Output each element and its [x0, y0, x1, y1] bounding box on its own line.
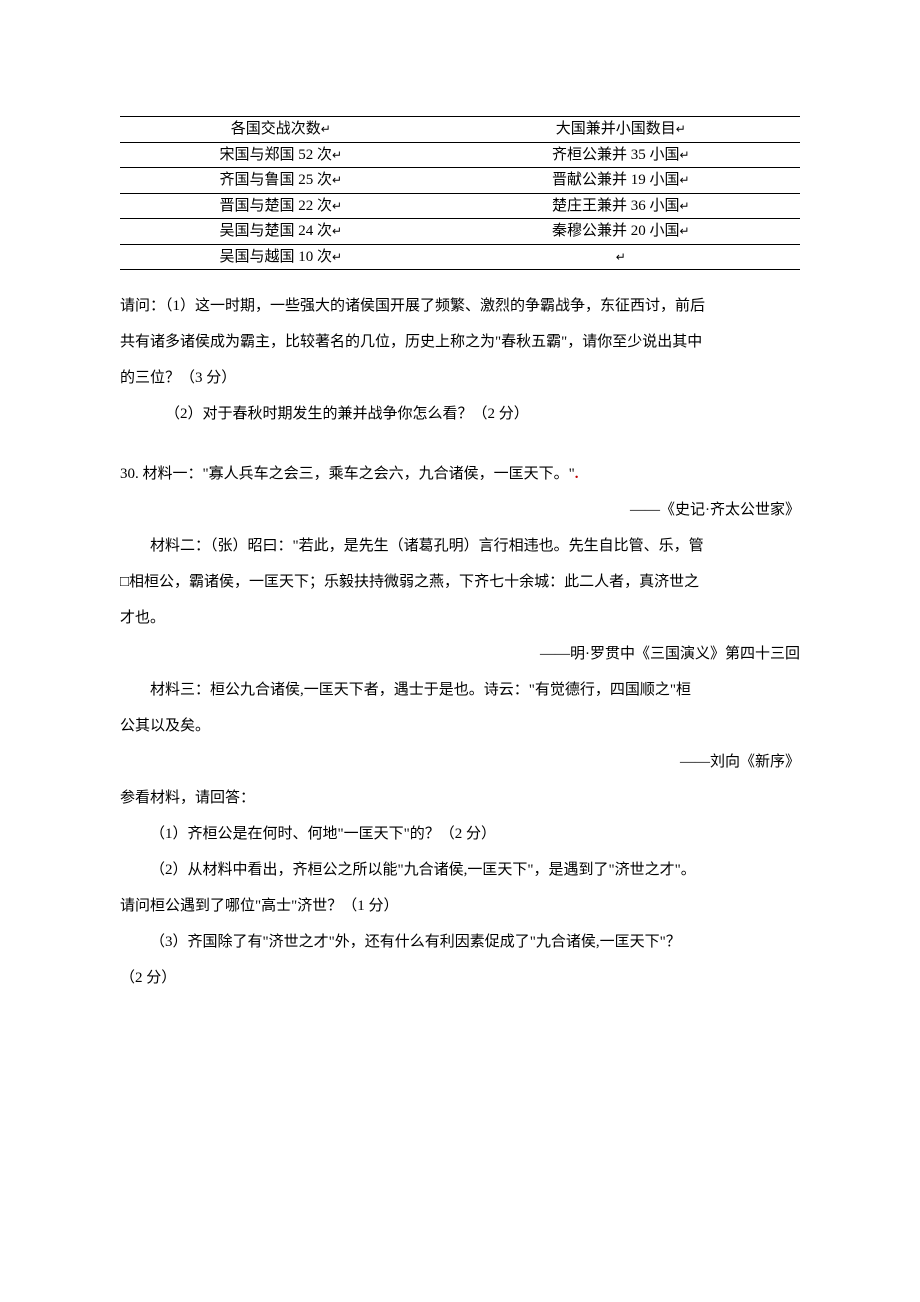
cell-text: 齐桓公兼并 35 小国: [552, 147, 680, 163]
q29-sub2: （2）对于春秋时期发生的兼并战争你怎么看？（2 分）: [120, 396, 800, 432]
table-cell: ↵: [442, 244, 800, 270]
table-cell: 晋献公兼并 19 小国↵: [442, 168, 800, 194]
table-row: 宋国与郑国 52 次↵ 齐桓公兼并 35 小国↵: [120, 142, 800, 168]
q30-m1-text: "寡人兵车之会三，乘车之会六，九合诸侯，一匡天下。": [203, 466, 575, 482]
table-cell: 齐桓公兼并 35 小国↵: [442, 142, 800, 168]
table-cell: 吴国与越国 10 次↵: [120, 244, 442, 270]
cell-text: 吴国与楚国 24 次: [219, 223, 332, 239]
cr-glyph: ↵: [332, 250, 342, 264]
cell-text: 宋国与郑国 52 次: [219, 147, 332, 163]
header-left-text: 各国交战次数: [231, 121, 321, 137]
table-row: 齐国与鲁国 25 次↵ 晋献公兼并 19 小国↵: [120, 168, 800, 194]
q30-m1-cite: ——《史记·齐太公世家》: [120, 492, 800, 528]
cr-glyph: ↵: [676, 122, 686, 136]
q30-sub1: （1）齐桓公是在何时、何地"一匡天下"的？（2 分）: [120, 816, 800, 852]
q30-m2-line1: 材料二：（张）昭曰："若此，是先生（诸葛孔明）言行相违也。先生自比管、乐，管: [120, 528, 800, 564]
cr-glyph: ↵: [321, 122, 331, 136]
cell-text: 齐国与鲁国 25 次: [219, 172, 332, 188]
cr-glyph: ↵: [679, 173, 689, 187]
q30-sub3b: （2 分）: [120, 960, 800, 996]
q30-sub3a: （3）齐国除了有"济世之才"外，还有什么有利因素促成了"九合诸侯,一匡天下"？: [120, 924, 800, 960]
table-header-row: 各国交战次数↵ 大国兼并小国数目↵: [120, 117, 800, 143]
table-row: 吴国与楚国 24 次↵ 秦穆公兼并 20 小国↵: [120, 219, 800, 245]
table-cell: 吴国与楚国 24 次↵: [120, 219, 442, 245]
q30-m2-text1: （张）昭曰："若此，是先生（诸葛孔明）言行相违也。先生自比管、乐，管: [210, 538, 704, 554]
cell-text: 吴国与越国 10 次: [219, 249, 332, 265]
cr-glyph: ↵: [679, 148, 689, 162]
cell-text: 晋国与楚国 22 次: [219, 198, 332, 214]
cell-text: 秦穆公兼并 20 小国: [552, 223, 680, 239]
cr-glyph: ↵: [332, 199, 342, 213]
q30-m3-cite: ——刘向《新序》: [120, 744, 800, 780]
q30-m3-text1: 桓公九合诸侯,一匡天下者，遇士于是也。诗云："有觉德行，四国顺之"桓: [210, 682, 691, 698]
q30-prompt: 参看材料，请回答：: [120, 780, 800, 816]
battle-table: 各国交战次数↵ 大国兼并小国数目↵ 宋国与郑国 52 次↵ 齐桓公兼并 35 小…: [120, 116, 800, 270]
table-row: 吴国与越国 10 次↵ ↵: [120, 244, 800, 270]
table-cell: 秦穆公兼并 20 小国↵: [442, 219, 800, 245]
q29-line1: 请问：（1）这一时期，一些强大的诸侯国开展了频繁、激烈的争霸战争，东征西讨，前后: [120, 288, 800, 324]
cell-text: 晋献公兼并 19 小国: [552, 172, 680, 188]
header-right-text: 大国兼并小国数目: [556, 121, 676, 137]
cr-glyph: ↵: [332, 173, 342, 187]
cr-glyph: ↵: [679, 224, 689, 238]
cr-glyph: ↵: [679, 199, 689, 213]
q30-m2-line2: □相桓公，霸诸侯，一匡天下；乐毅扶持微弱之燕，下齐七十余城：此二人者，真济世之: [120, 564, 800, 600]
cr-glyph: ↵: [332, 148, 342, 162]
q30-m1-label: 30. 材料一：: [120, 466, 203, 482]
q29-line3: 的三位？（3 分）: [120, 360, 800, 396]
q30-m2-line3: 才也。: [120, 600, 800, 636]
table-cell: 楚庄王兼并 36 小国↵: [442, 193, 800, 219]
red-dot-icon: .: [575, 466, 579, 482]
table-header-left: 各国交战次数↵: [120, 117, 442, 143]
table-cell: 齐国与鲁国 25 次↵: [120, 168, 442, 194]
cell-text: 楚庄王兼并 36 小国: [552, 198, 680, 214]
q30-m2-label: 材料二：: [150, 538, 210, 554]
spacer: [120, 432, 800, 456]
table-row: 晋国与楚国 22 次↵ 楚庄王兼并 36 小国↵: [120, 193, 800, 219]
table-cell: 晋国与楚国 22 次↵: [120, 193, 442, 219]
page: 各国交战次数↵ 大国兼并小国数目↵ 宋国与郑国 52 次↵ 齐桓公兼并 35 小…: [0, 0, 920, 1302]
q30-m1: 30. 材料一："寡人兵车之会三，乘车之会六，九合诸侯，一匡天下。".: [120, 456, 800, 492]
q30-m2-cite: ——明·罗贯中《三国演义》第四十三回: [120, 636, 800, 672]
q30-m3-label: 材料三：: [150, 682, 210, 698]
cr-glyph: ↵: [332, 224, 342, 238]
table-cell: 宋国与郑国 52 次↵: [120, 142, 442, 168]
cr-glyph: ↵: [616, 250, 626, 264]
table-header-right: 大国兼并小国数目↵: [442, 117, 800, 143]
q30-sub2a: （2）从材料中看出，齐桓公之所以能"九合诸侯,一匡天下"，是遇到了"济世之才"。: [120, 852, 800, 888]
q30-m3-line2: 公其以及矣。: [120, 708, 800, 744]
q30-m3-line1: 材料三：桓公九合诸侯,一匡天下者，遇士于是也。诗云："有觉德行，四国顺之"桓: [120, 672, 800, 708]
q30-sub2b: 请问桓公遇到了哪位"高士"济世？（1 分）: [120, 888, 800, 924]
q29-line2: 共有诸多诸侯成为霸主，比较著名的几位，历史上称之为"春秋五霸"，请你至少说出其中: [120, 324, 800, 360]
